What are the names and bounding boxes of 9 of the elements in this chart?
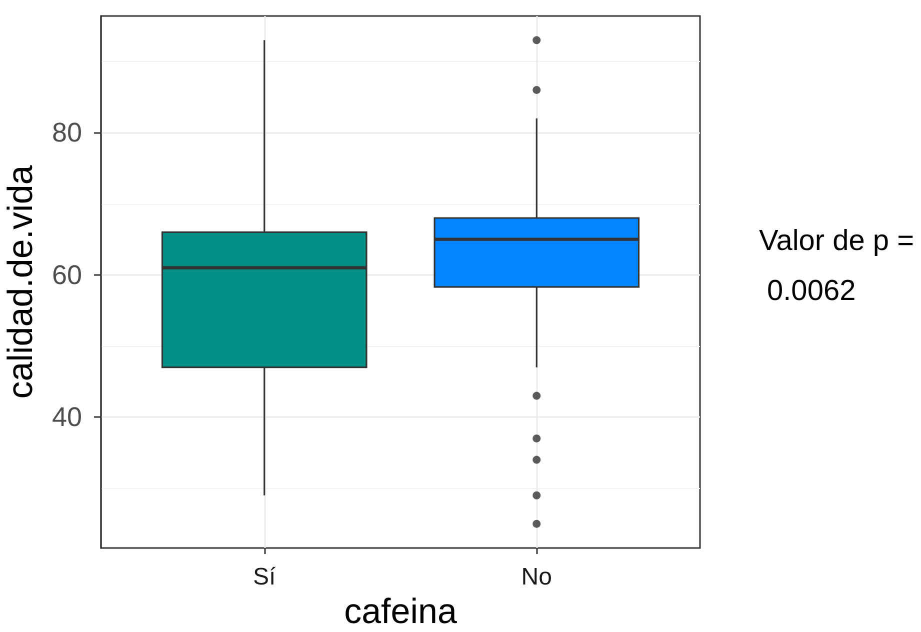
text: Valor de p = (759, 225, 914, 257)
y-tick-label: 40 (52, 402, 82, 432)
text: 0.0062 (767, 275, 856, 307)
x-axis-title: cafeina (344, 592, 458, 631)
x-tick-label: No (521, 564, 552, 590)
y-tick-label: 80 (52, 118, 82, 148)
y-tick-label: 60 (52, 260, 82, 290)
x-tick-label: Sí (253, 564, 276, 590)
y-axis-title: calidad.de.vida (1, 164, 40, 399)
